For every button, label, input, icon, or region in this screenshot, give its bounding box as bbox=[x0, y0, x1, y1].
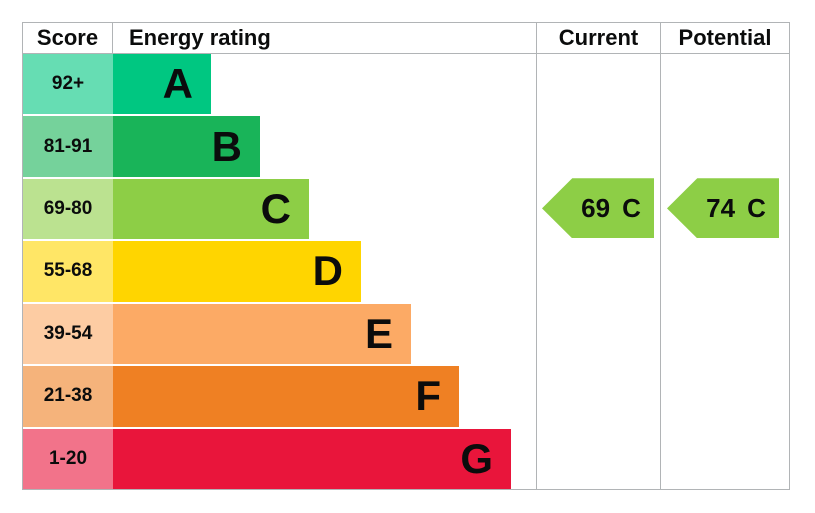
band-letter-g: G bbox=[460, 434, 493, 482]
band-letter-c: C bbox=[260, 185, 291, 233]
band-bar-g: G bbox=[113, 428, 511, 489]
divider-potential-column bbox=[660, 54, 661, 489]
epc-band-row-c: 69-80 C bbox=[23, 178, 536, 242]
band-bar-a: A bbox=[113, 54, 211, 115]
score-range-a: 92+ bbox=[23, 54, 113, 115]
band-bar-b: B bbox=[113, 116, 260, 177]
epc-band-row-f: 21-38 F bbox=[23, 366, 536, 429]
epc-band-row-g: 1-20 G bbox=[23, 428, 536, 489]
epc-band-row-b: 81-91 B bbox=[23, 116, 536, 179]
current-rating-arrow: 69 C bbox=[542, 178, 654, 239]
score-range-e: 39-54 bbox=[23, 303, 113, 365]
score-range-d: 55-68 bbox=[23, 241, 113, 302]
header-potential: Potential bbox=[660, 23, 789, 53]
epc-band-row-e: 39-54 E bbox=[23, 303, 536, 367]
band-bar-c: C bbox=[113, 178, 309, 240]
score-range-f: 21-38 bbox=[23, 366, 113, 427]
header-score: Score bbox=[23, 23, 113, 53]
band-bar-f: F bbox=[113, 366, 459, 427]
epc-header-row: Score Energy rating Current Potential bbox=[23, 23, 789, 54]
band-letter-b: B bbox=[211, 122, 242, 170]
band-letter-f: F bbox=[415, 372, 441, 420]
epc-chart: Score Energy rating Current Potential 92… bbox=[22, 22, 790, 490]
header-energy-rating: Energy rating bbox=[129, 25, 271, 50]
current-rating-value: 69 bbox=[581, 192, 611, 223]
band-letter-e: E bbox=[364, 309, 393, 357]
potential-rating-value: 74 bbox=[706, 192, 736, 223]
epc-rows: 92+ A 81-91 B 69-80 C 55-68 D 39-54 E 21-38 F 1-20 G bbox=[23, 54, 536, 489]
current-rating-band: C bbox=[622, 192, 641, 223]
potential-rating-arrow: 74 C bbox=[667, 178, 779, 239]
band-bar-d: D bbox=[113, 241, 361, 302]
potential-rating-band: C bbox=[747, 192, 766, 223]
band-bar-e: E bbox=[113, 303, 411, 365]
epc-band-row-d: 55-68 D bbox=[23, 241, 536, 304]
epc-band-row-a: 92+ A bbox=[23, 54, 536, 117]
header-current: Current bbox=[536, 23, 660, 53]
divider-current-column bbox=[536, 54, 537, 489]
band-letter-a: A bbox=[162, 60, 193, 108]
band-letter-d: D bbox=[312, 247, 343, 295]
score-range-g: 1-20 bbox=[23, 428, 113, 489]
score-range-b: 81-91 bbox=[23, 116, 113, 177]
score-range-c: 69-80 bbox=[23, 178, 113, 240]
